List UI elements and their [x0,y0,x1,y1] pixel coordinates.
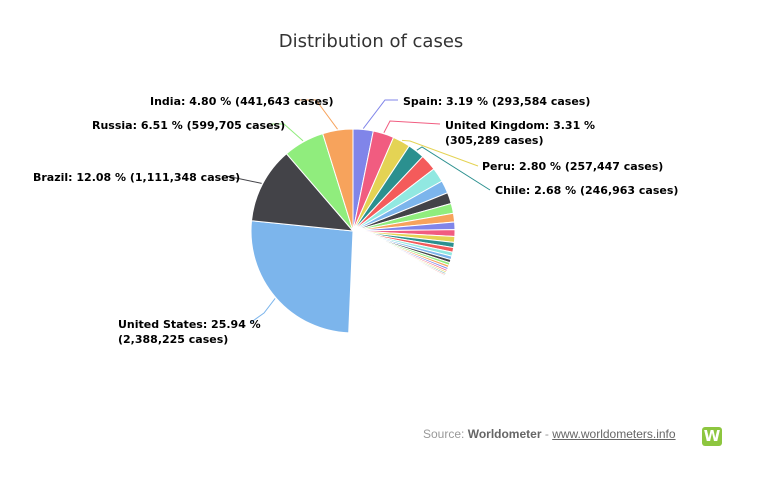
data-label-united-kingdom: United Kingdom: 3.31 % (305,289 cases) [445,119,599,147]
source-separator: - [544,427,549,441]
source-name: Worldometer [467,427,542,441]
data-label-united-states: United States: 25.94 % (2,388,225 cases) [118,318,265,346]
source-credit: Source: Worldometer - www.worldometers.i… [423,427,676,441]
connector-united-kingdom [383,120,441,133]
connector-russia [270,123,304,142]
data-labels: India: 4.80 % (441,643 cases) Spain: 3.1… [33,95,678,346]
data-label-spain: Spain: 3.19 % (293,584 cases) [403,95,590,108]
connector-chile [416,146,491,191]
pie-slice-brazil[interactable] [250,152,355,232]
data-label-india: India: 4.80 % (441,643 cases) [150,95,334,108]
connector-united-states [249,298,276,324]
connector-peru [402,139,479,167]
pie-slice-united-states[interactable] [250,220,354,334]
connector-india [300,99,338,130]
pie-slice-india[interactable] [322,128,354,232]
worldometer-logo-icon[interactable]: W [702,427,722,446]
chart-title: Distribution of cases [279,31,464,52]
data-label-russia: Russia: 6.51 % (599,705 cases) [92,119,285,132]
source-prefix: Source: [423,427,465,441]
pie-slices [250,128,456,334]
connector-brazil [225,175,262,184]
label-connectors [225,99,491,324]
connector-spain [362,99,398,129]
data-label-brazil: Brazil: 12.08 % (1,111,348 cases) [33,171,240,184]
data-label-chile: Chile: 2.68 % (246,963 cases) [495,184,678,197]
data-label-peru: Peru: 2.80 % (257,447 cases) [482,160,663,173]
source-link[interactable]: www.worldometers.info [552,427,676,441]
